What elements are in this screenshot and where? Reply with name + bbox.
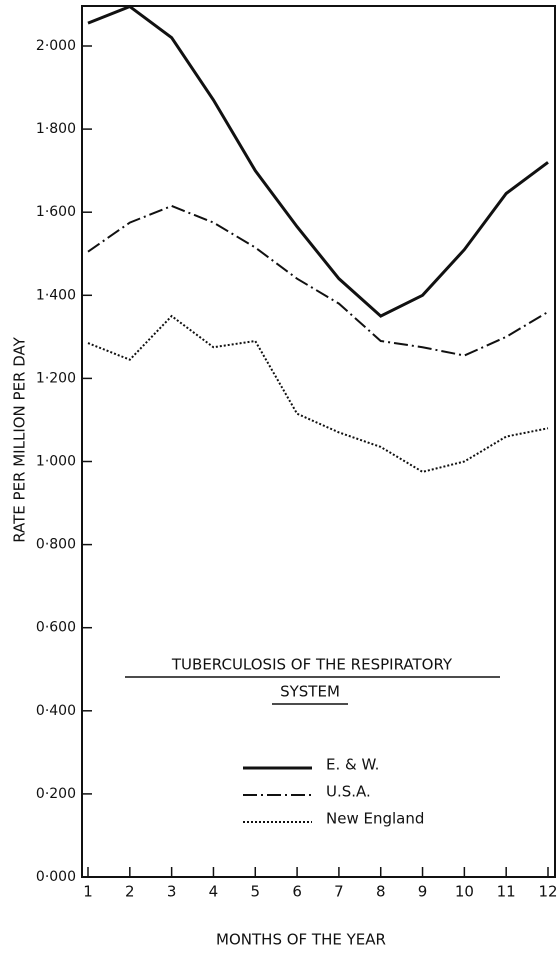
y-tick-label: 1·800 bbox=[36, 121, 76, 137]
series-line bbox=[87, 314, 549, 473]
x-tick-label: 7 bbox=[334, 883, 344, 901]
x-tick-label: 1 bbox=[83, 883, 93, 901]
x-tick-label: 5 bbox=[250, 883, 260, 901]
series-line bbox=[87, 4, 549, 318]
legend-label: New England bbox=[326, 810, 424, 828]
x-tick-label: 6 bbox=[292, 883, 302, 901]
y-tick-label: 0·600 bbox=[36, 620, 76, 636]
x-tick-label: 3 bbox=[167, 883, 177, 901]
x-tick-label: 4 bbox=[209, 883, 219, 901]
legend-label: E. & W. bbox=[326, 756, 379, 774]
legend-label: U.S.A. bbox=[326, 783, 371, 801]
x-tick-label: 9 bbox=[418, 883, 428, 901]
x-tick-label: 12 bbox=[538, 883, 557, 901]
chart-title: TUBERCULOSIS OF THE RESPIRATORY bbox=[171, 656, 453, 674]
y-tick-label: 0·200 bbox=[36, 786, 76, 802]
y-tick-label: 0·400 bbox=[36, 703, 76, 719]
y-tick-label: 1·200 bbox=[36, 370, 76, 386]
plot-frame bbox=[81, 5, 556, 878]
series-line bbox=[87, 204, 549, 357]
chart-title: SYSTEM bbox=[280, 683, 340, 701]
y-tick-label: 1·400 bbox=[36, 287, 76, 303]
y-tick-label: 0·000 bbox=[36, 869, 76, 885]
y-axis-label: RATE PER MILLION PER DAY bbox=[11, 336, 29, 542]
x-tick-label: 10 bbox=[455, 883, 474, 901]
y-tick-label: 2·000 bbox=[36, 38, 76, 54]
x-axis-label: MONTHS OF THE YEAR bbox=[216, 931, 386, 949]
x-tick-label: 8 bbox=[376, 883, 386, 901]
y-tick-label: 1·600 bbox=[36, 204, 76, 220]
x-tick-label: 11 bbox=[497, 883, 516, 901]
x-tick-label: 2 bbox=[125, 883, 135, 901]
y-tick-label: 0·800 bbox=[36, 537, 76, 553]
y-tick-label: 1·000 bbox=[36, 454, 76, 470]
